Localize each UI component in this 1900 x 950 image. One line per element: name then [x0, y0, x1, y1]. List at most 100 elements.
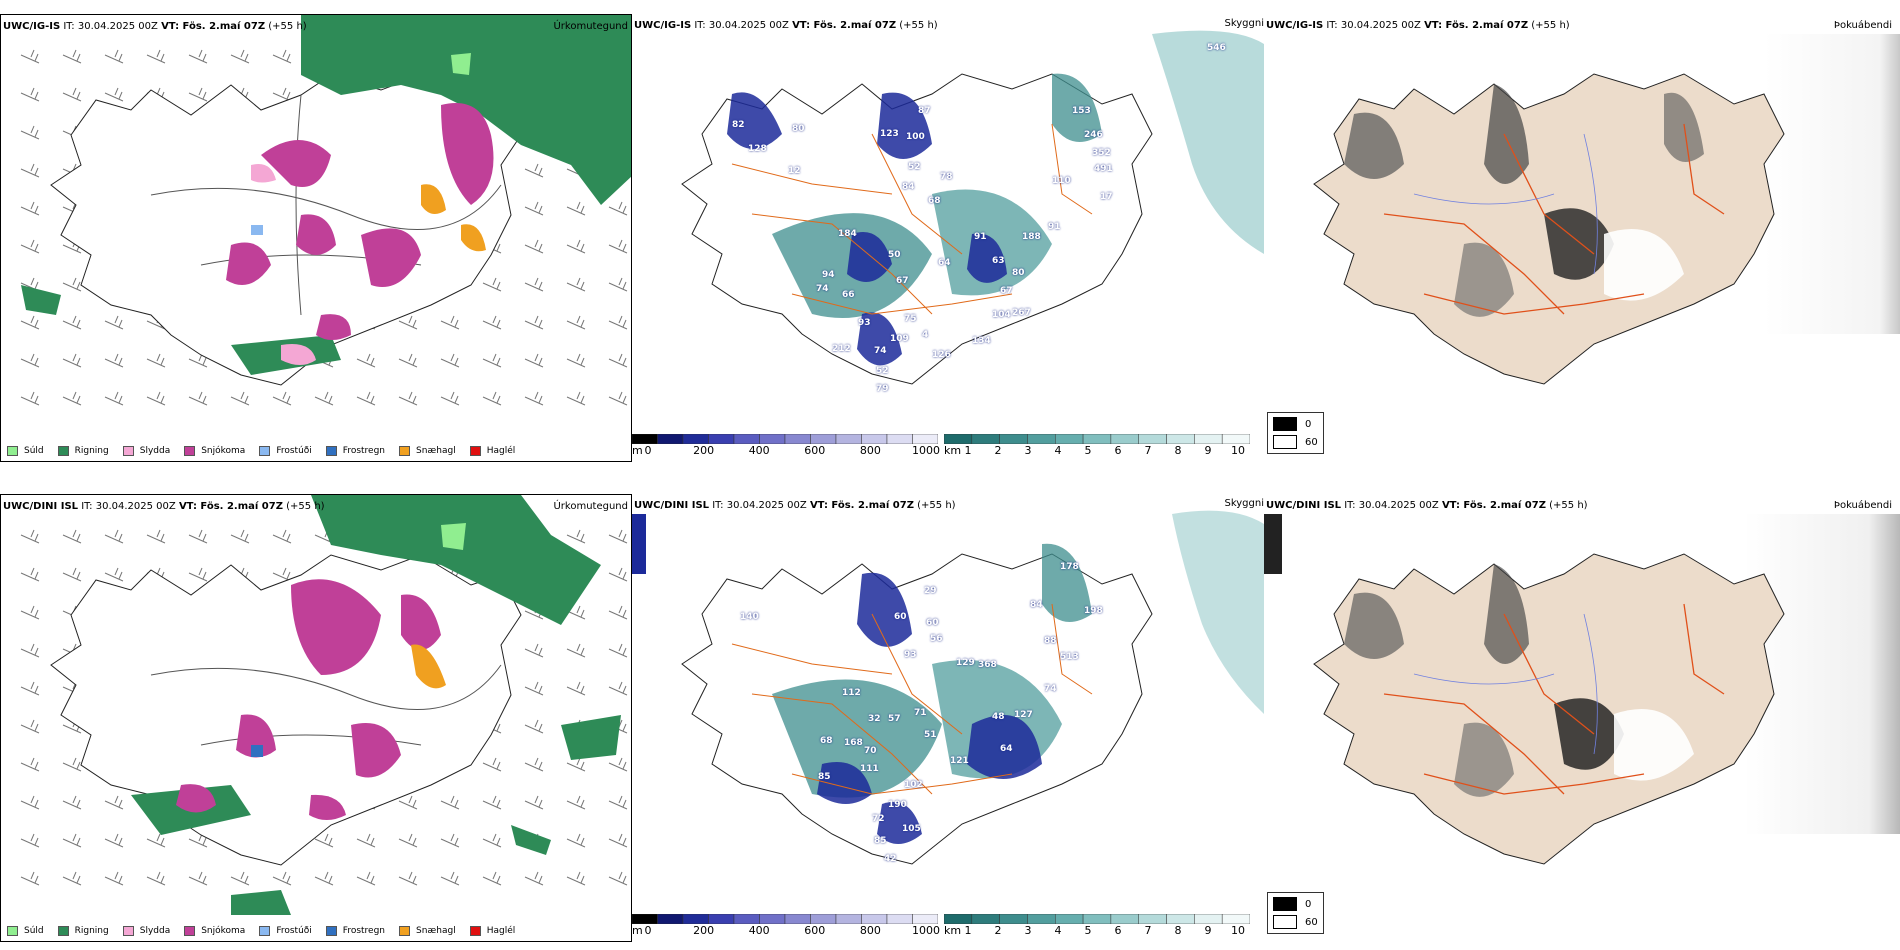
colorbar-cell [1138, 914, 1167, 924]
vis-unit-2: km [944, 924, 962, 937]
wind-barb [104, 315, 124, 330]
legend-item-rain: Rigning [57, 926, 109, 936]
colorbar-tick: 6 [1114, 444, 1122, 454]
wind-barb [566, 871, 586, 886]
vis-label: 546 [1207, 43, 1226, 53]
snow-area-2 [441, 103, 494, 205]
wind-barb [608, 567, 628, 582]
legend-swatch [122, 926, 134, 936]
legend-swatch [57, 926, 69, 936]
vis-label: 491 [1094, 164, 1113, 174]
colorbar-tick: 0 [644, 924, 652, 937]
legend-item-snow: Snjókoma [184, 446, 245, 456]
wind-barb [608, 239, 628, 254]
vis-label: 184 [838, 229, 857, 239]
fog-map-1 [1313, 34, 1900, 385]
snow-area-6 [316, 314, 351, 340]
vis-map-1 [681, 30, 1264, 385]
wind-barb [272, 391, 292, 406]
wind-barb [314, 833, 334, 848]
vis-label: 198 [1084, 606, 1103, 616]
vis-label: 128 [748, 144, 767, 154]
vis-label: 52 [908, 162, 921, 172]
vis-colorbar-1 [944, 434, 1250, 444]
colorbar-cell [810, 914, 837, 924]
colorbar-cell [886, 434, 913, 444]
precip-map-2 [20, 495, 628, 915]
drizzle-area-2 [441, 523, 466, 550]
vis-label: 52 [876, 366, 889, 376]
wind-barb [608, 605, 628, 620]
colorbar-tick: 0 [644, 444, 652, 454]
wind-barb [146, 391, 166, 406]
vis-label: 80 [792, 124, 805, 134]
colorbar-cell [708, 434, 735, 444]
legend-swatch [469, 446, 481, 456]
vis-label: 178 [1060, 562, 1079, 572]
legend-swatch [7, 446, 18, 456]
vis-label: 84 [902, 182, 915, 192]
wind-barb [20, 163, 40, 178]
wind-barb [566, 605, 586, 620]
wind-barb [608, 871, 628, 886]
wind-barb [356, 833, 376, 848]
colorbar-cell [999, 434, 1028, 444]
legend-swatch [57, 446, 69, 456]
snow-area-1 [261, 140, 331, 187]
wind-barb [608, 277, 628, 292]
wind-barb [482, 315, 502, 330]
colorbar-tick: 200 [693, 924, 715, 937]
colorbar-cell [657, 914, 684, 924]
wind-barb [20, 567, 40, 582]
wind-barb [608, 391, 628, 406]
wind-barb [230, 49, 250, 64]
vis-label: 4 [922, 330, 929, 340]
snow-area-7 [291, 579, 381, 675]
vis-label: 246 [1084, 130, 1103, 140]
wind-barb [146, 49, 166, 64]
legend-item-graupel: Snæhagl [399, 926, 456, 936]
legend-item-snow: Snjókoma [184, 926, 245, 936]
colorbar-cell [632, 914, 658, 924]
wind-barb [524, 201, 544, 216]
colorbar-tick: 7 [1144, 924, 1152, 937]
colorbar-cell [1027, 434, 1056, 444]
wind-barb [524, 353, 544, 368]
wind-barb [398, 391, 418, 406]
legend-item-freezing-drizzle: Frostúði [259, 926, 312, 936]
fog-title-2: UWC/DINI ISL IT: 30.04.2025 00Z VT: Fös.… [1266, 500, 1588, 511]
wind-barb [62, 795, 82, 810]
snow-area-9 [351, 723, 401, 778]
wind-barb [608, 353, 628, 368]
legend-swatch [122, 446, 134, 456]
wind-barb [398, 795, 418, 810]
snow-area-3 [361, 228, 421, 287]
wind-barb [524, 757, 544, 772]
colorbar-tick: 1000 [912, 444, 940, 454]
wind-barb [482, 871, 502, 886]
colorbar-cell [682, 434, 709, 444]
vis-label: 91 [974, 232, 987, 242]
colorbar-cell [810, 434, 837, 444]
wind-barb [440, 871, 460, 886]
colorbar-cell [861, 434, 888, 444]
wind-barb [314, 391, 334, 406]
fog-title-1: UWC/IG-IS IT: 30.04.2025 00Z VT: Fös. 2.… [1266, 20, 1570, 31]
vis-label: 74 [816, 284, 829, 294]
precip-legend-2: Súld Rigning Slydda Snjókoma Frostúði Fr… [7, 926, 529, 936]
vis-label: 74 [874, 346, 887, 356]
wind-barb [608, 681, 628, 696]
wind-barb [146, 529, 166, 544]
vis-label: 60 [894, 612, 907, 622]
wind-barb [566, 643, 586, 658]
colorbar-tick: 1000 [912, 924, 940, 937]
fog-map-2 [1264, 514, 1900, 865]
legend-item-rain: Rigning [57, 446, 109, 456]
vis-label: 127 [1014, 710, 1033, 720]
vis-label: 79 [876, 384, 889, 394]
vis-label: 134 [972, 336, 991, 346]
fog-key-row: 0 [1273, 417, 1318, 431]
vis-label: 513 [1060, 652, 1079, 662]
graupel-area-1 [421, 184, 446, 214]
wind-barb [62, 315, 82, 330]
